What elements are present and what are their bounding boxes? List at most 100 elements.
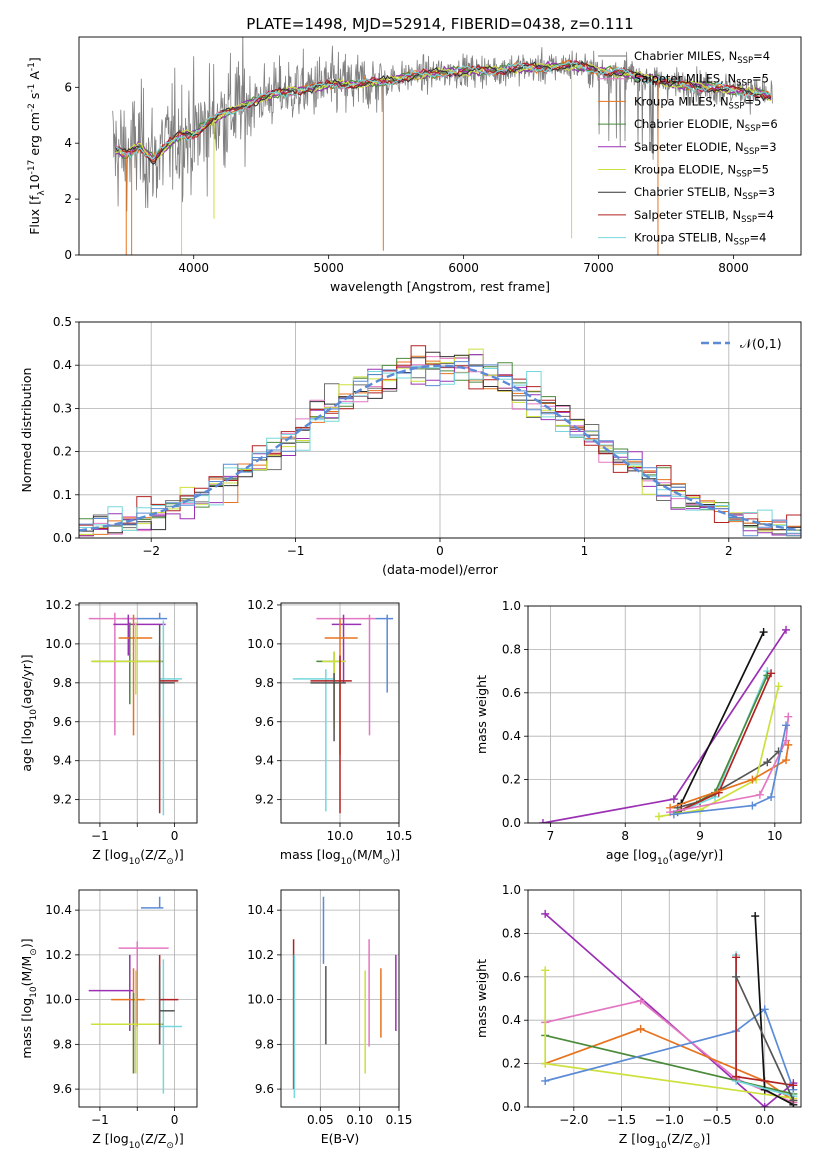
series-marker [732, 953, 741, 962]
series-marker [782, 625, 791, 634]
legend-label: Chabrier MILES, NSSP=4 [634, 49, 770, 66]
age-vs-metallicity-panel: −1 0 9.2 9.4 9.6 9.8 10.0 10.2 Z [log10(Z/Z⊙)] ag… [19, 598, 198, 867]
error-bar-point [375, 614, 394, 693]
legend-label: Salpeter ELODIE, NSSP=3 [634, 140, 777, 157]
axes-frame [78, 36, 802, 256]
legend-label: Salpeter MILES, NSSP=5 [634, 72, 769, 89]
y-tick-label: 0.1 [53, 488, 72, 502]
series-marker [782, 721, 791, 730]
series-line [544, 1008, 795, 1090]
y-tick-label: 0.0 [53, 531, 72, 545]
error-bar-point [90, 970, 162, 1074]
error-bar-point [159, 959, 183, 1094]
x-tick-label: 8000 [718, 261, 749, 275]
y-tick-label: 9.6 [255, 715, 274, 729]
y-tick-label: 10.4 [45, 903, 72, 917]
error-bar-point [316, 614, 376, 736]
plot-area [88, 896, 183, 1094]
error-bar-point [88, 954, 134, 1031]
ticks: 10.0 10.5 9.2 9.4 9.6 9.8 10.0 10.2 [247, 598, 412, 843]
plot-area [79, 345, 801, 537]
series-line [669, 744, 790, 809]
x-axis-label: wavelength [Angstrom, rest frame] [330, 279, 550, 294]
error-bar-point [88, 612, 138, 736]
y-tick-label: 0.3 [53, 401, 72, 415]
series-marker [789, 1096, 798, 1105]
y-tick-label: 10.0 [247, 993, 274, 1007]
series-marker [759, 628, 768, 637]
plot-area [541, 909, 798, 1107]
plot-area [88, 612, 183, 816]
x-tick-label: 0.05 [307, 1113, 334, 1127]
y-tick-label: 10.2 [45, 598, 72, 612]
figure-title: PLATE=1498, MJD=52914, FIBERID=0438, z=0… [246, 15, 633, 33]
y-tick-label: 9.8 [255, 676, 274, 690]
x-tick-label: −2 [142, 544, 160, 558]
legend-label: Kroupa MILES, NSSP=5 [634, 94, 761, 111]
ticks: 4000 5000 6000 7000 8000 0 2 4 6 [64, 80, 748, 275]
y-tick-label: 6 [64, 80, 72, 94]
legend-label: Kroupa ELODIE, NSSP=5 [634, 163, 769, 180]
y-tick-label: 0.4 [502, 729, 521, 743]
model-spectrum [115, 61, 772, 160]
error-bar-point [324, 618, 358, 755]
series-line [545, 1034, 794, 1095]
x-tick-label: 9 [696, 829, 704, 843]
y-tick-label: 0.2 [53, 445, 72, 459]
y-tick-label: 9.8 [53, 1037, 72, 1051]
y-axis-label: mass weight [474, 959, 489, 1038]
model-spectrum [114, 60, 772, 165]
error-bar-point [90, 622, 162, 695]
spectrum-panel: 4000 5000 6000 7000 8000 0 2 4 6 wavelength [Angs… [27, 36, 802, 294]
x-axis-label: Z [log10(Z/Z⊙)] [619, 1131, 710, 1151]
series-marker [541, 1076, 550, 1085]
legend-model-name: Kroupa STELIB, N [634, 231, 734, 245]
y-tick-label: 1.0 [502, 883, 521, 897]
error-bar-point [158, 966, 175, 1045]
histogram-step [79, 348, 801, 537]
legend-nssp: =3 [758, 185, 775, 199]
ticks: 7 8 9 10 0.0 0.2 0.4 0.6 0.8 1.0 [502, 599, 783, 843]
legend-nssp: =5 [752, 72, 769, 86]
series-marker [748, 775, 757, 784]
x-tick-label: 1 [581, 544, 589, 558]
legend-model-name: Salpeter MILES, N [634, 72, 736, 86]
x-tick-label: 8 [621, 829, 629, 843]
weight-vs-metallicity-panel: −2.0 −1.5 −1.0 −0.5 0.0 0.0 0.2 0.4 0.6 0.8 1.0 Z [… [474, 883, 802, 1151]
axes-frame [527, 889, 802, 1108]
weight-vs-age-panel: 7 8 9 10 0.0 0.2 0.4 0.6 0.8 1.0 age [log10(age/yr… [474, 599, 802, 867]
series-marker [541, 966, 550, 975]
legend-model-name: Chabrier ELODIE, N [634, 117, 745, 131]
axes-frame [78, 602, 198, 824]
series-marker [755, 790, 764, 799]
y-tick-label: 4 [64, 136, 72, 150]
series-line [680, 631, 765, 804]
y-tick-label: 9.6 [53, 1082, 72, 1096]
ticks: −1 0 9.2 9.4 9.6 9.8 10.0 10.2 [45, 598, 178, 843]
x-tick-label: 0.0 [755, 1113, 774, 1127]
series-line [669, 716, 790, 813]
y-tick-label: 0.4 [502, 1013, 521, 1027]
y-tick-label: 0 [64, 248, 72, 262]
grid [79, 890, 197, 1107]
axes-frame [280, 889, 400, 1108]
y-tick-label: 9.8 [255, 1037, 274, 1051]
x-tick-label: 7000 [583, 261, 614, 275]
error-bar-point [292, 669, 335, 812]
y-axis-label: age [log10(age/yr)] [19, 654, 39, 771]
legend-nssp: =5 [752, 163, 769, 177]
y-tick-label: 10.2 [247, 948, 274, 962]
series-marker [636, 1024, 645, 1033]
series-marker [541, 1059, 550, 1068]
y-tick-label: 10.0 [247, 637, 274, 651]
ticks: −2 −1 0 1 2 0.0 0.1 0.2 0.3 0.4 0.5 [53, 315, 733, 558]
y-tick-label: 0.5 [53, 315, 72, 329]
x-tick-label: 10 [767, 829, 782, 843]
series-marker [782, 756, 791, 765]
error-bar-point [158, 624, 175, 718]
y-tick-label: 0.6 [502, 686, 521, 700]
y-tick-label: 0.6 [502, 970, 521, 984]
error-bar-point [310, 673, 346, 742]
gaussian-curve [79, 364, 801, 532]
error-bar-point [331, 614, 362, 683]
